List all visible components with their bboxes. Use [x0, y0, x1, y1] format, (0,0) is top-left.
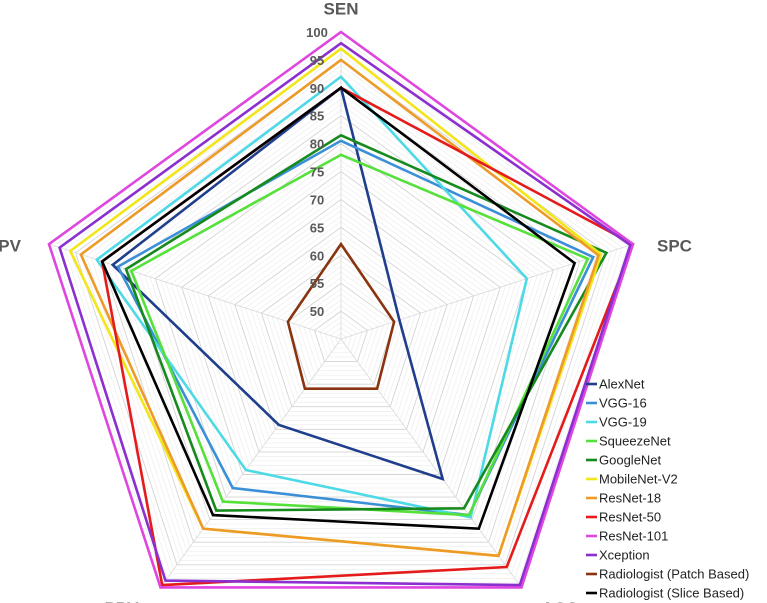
series-line-resnet-18	[79, 58, 601, 558]
legend-label: Xception	[599, 548, 650, 563]
grid-ring	[239, 232, 443, 426]
grid-ring	[85, 70, 597, 557]
grid-ring	[133, 120, 549, 516]
grid-ring	[260, 254, 422, 408]
grid-ring	[160, 148, 522, 493]
grid-ring	[308, 305, 374, 367]
grid-ring	[292, 288, 390, 380]
grid-ring	[181, 170, 501, 475]
grid-ring	[117, 104, 565, 530]
tick-label: 55	[310, 276, 324, 291]
tick-label: 60	[310, 248, 324, 263]
legend-label: ResNet-18	[599, 491, 661, 506]
grid-ring	[202, 193, 480, 457]
grid-ring	[313, 310, 369, 363]
series-line-xception	[58, 41, 632, 587]
tick-label: 90	[310, 81, 324, 96]
grid-ring	[324, 321, 358, 353]
tick-label: 95	[310, 53, 324, 68]
grid-ring	[176, 165, 506, 480]
grid-ring	[276, 271, 406, 394]
grid-ring	[319, 316, 363, 358]
grid-ring	[250, 243, 432, 417]
grid-ring	[229, 221, 453, 435]
tick-label: 100	[306, 25, 328, 40]
grid-ring	[234, 226, 448, 430]
legend-label: ResNet-101	[599, 529, 668, 544]
axis-labels: SEN SPC ACC PPV NPV	[0, 0, 692, 603]
axis-label-acc: ACC	[542, 599, 579, 603]
series-line-googlenet	[124, 133, 609, 512]
axis-label-ppv: PPV	[104, 599, 139, 603]
legend-label: VGG-16	[599, 396, 647, 411]
grid-ring	[197, 187, 485, 462]
grid-ring	[298, 293, 384, 376]
grid-ring	[335, 333, 347, 344]
legend: AlexNet VGG-16 VGG-19 SqueezeNet GoogleNet Mo…	[586, 377, 749, 601]
axis-label-sen: SEN	[324, 0, 359, 18]
grid-ring	[213, 204, 469, 448]
tick-label: 75	[310, 165, 324, 180]
grid-ring	[223, 215, 459, 439]
tick-label: 70	[310, 193, 324, 208]
axis-spoke	[340, 243, 634, 340]
series-line-vgg-16	[116, 139, 595, 517]
series-line-vgg-19	[95, 74, 529, 519]
legend-label: SqueezeNet	[599, 434, 671, 449]
grid-ring	[186, 176, 496, 471]
grid-ring	[255, 249, 427, 412]
tick-label: 80	[310, 137, 324, 152]
grid-ring	[144, 132, 538, 507]
grid-ring	[218, 210, 464, 444]
radial-tick-labels: 50 55 60 65 70 75 80 85 90 95 100	[306, 25, 328, 319]
grid-ring	[165, 154, 517, 489]
legend-label: MobileNet-V2	[599, 472, 678, 487]
axis-label-spc: SPC	[657, 237, 692, 256]
legend-label: AlexNet	[599, 377, 645, 392]
series-line-radiologist-slice-based	[100, 86, 577, 531]
grid-ring	[75, 59, 607, 566]
series-line-alexnet	[110, 85, 445, 481]
grid-ring	[64, 48, 618, 575]
series-line-resnet-101	[47, 30, 635, 589]
tick-label: 65	[310, 220, 324, 235]
grid-ring	[287, 282, 395, 385]
legend-label: ResNet-50	[599, 510, 661, 525]
tick-label: 85	[310, 109, 324, 124]
grid-ring	[245, 238, 437, 421]
legend-label: Radiologist (Patch Based)	[599, 567, 749, 582]
axis-spoke	[160, 338, 342, 588]
legend-label: Radiologist (Slice Based)	[599, 586, 744, 601]
legend-label: VGG-19	[599, 415, 647, 430]
grid-ring	[170, 160, 512, 484]
grid-ring	[266, 260, 416, 403]
grid-ring	[330, 327, 352, 349]
grid-ring	[154, 143, 528, 498]
grid-ring	[112, 98, 570, 534]
grid-ring	[207, 198, 475, 453]
tick-label: 50	[310, 304, 324, 319]
radar-series	[47, 30, 635, 589]
axis-spoke	[340, 338, 522, 588]
grid-ring	[192, 182, 490, 466]
grid-ring	[271, 266, 411, 399]
series-line-radiologist-patch-based	[286, 241, 396, 391]
legend-label: GoogleNet	[599, 453, 662, 468]
axis-label-npv: NPV	[0, 237, 22, 256]
grid-ring	[303, 299, 379, 371]
